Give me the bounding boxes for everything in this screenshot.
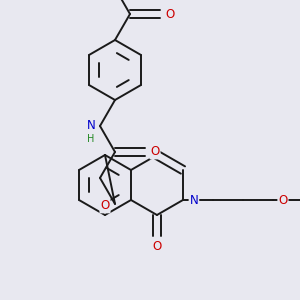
Text: N: N	[87, 119, 95, 133]
Text: N: N	[190, 194, 198, 206]
Text: H: H	[87, 134, 95, 144]
Text: O: O	[152, 241, 162, 254]
Text: O: O	[278, 194, 288, 206]
Text: O: O	[165, 8, 175, 20]
Text: O: O	[100, 200, 109, 212]
Text: O: O	[150, 146, 160, 158]
